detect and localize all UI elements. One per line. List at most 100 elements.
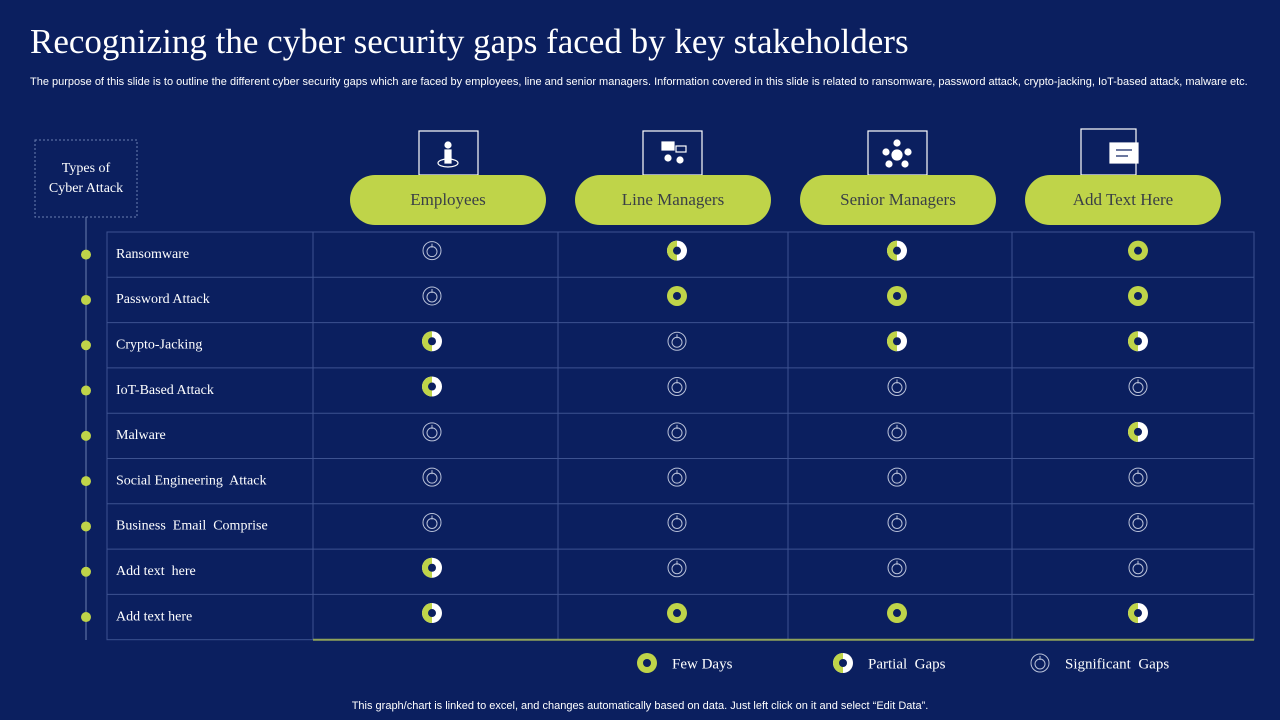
- icon-half: [1128, 331, 1138, 352]
- status-icon: [422, 557, 442, 578]
- icon-core: [671, 563, 683, 575]
- icon-core: [1132, 382, 1144, 394]
- icon-core: [428, 382, 436, 391]
- legend-label: Significant Gaps: [1065, 656, 1169, 672]
- status-icon: [887, 377, 907, 397]
- timeline-dot: [81, 521, 91, 532]
- corner-label-line: Cyber Attack: [49, 181, 123, 196]
- icon-ring: [1128, 558, 1148, 578]
- icon-ring: [887, 377, 907, 397]
- status-icon: [887, 285, 907, 306]
- icon-ring: [667, 422, 687, 442]
- icon-half: [422, 603, 432, 624]
- status-icon: [667, 558, 687, 578]
- column-pill: [350, 175, 546, 225]
- icon-core: [673, 609, 681, 618]
- status-icon: [887, 467, 907, 487]
- status-icon: [1128, 240, 1148, 261]
- icon-ring: [422, 286, 442, 306]
- status-icon: [422, 286, 442, 306]
- status-icon: [887, 422, 907, 442]
- status-icon: [1128, 467, 1148, 487]
- title: Recognizing the cyber security gaps face…: [30, 22, 909, 61]
- status-icon: [1128, 512, 1148, 532]
- status-icon: [887, 512, 907, 532]
- icon-half: [833, 653, 843, 673]
- row-label: Add text here: [116, 609, 192, 624]
- icon-core: [1132, 563, 1144, 575]
- status-icon: [637, 653, 657, 673]
- icon-core: [891, 563, 903, 575]
- icon-ring: [422, 422, 442, 442]
- status-icon: [1128, 603, 1148, 624]
- icon-half: [1128, 603, 1138, 624]
- icon-ring: [667, 377, 687, 397]
- icon-core: [673, 246, 681, 255]
- status-icon: [1128, 331, 1148, 352]
- icon-ring: [667, 558, 687, 578]
- status-icon: [422, 331, 442, 352]
- icon-half: [422, 376, 432, 397]
- status-icon: [667, 331, 687, 351]
- icon-ring: [1128, 377, 1148, 397]
- timeline-dot: [81, 385, 91, 396]
- row-label: Add text here: [116, 564, 196, 579]
- icon-ring: [667, 512, 687, 532]
- status-icon: [887, 603, 907, 624]
- icon-ring: [667, 467, 687, 487]
- icon-core: [1034, 658, 1046, 670]
- row-label: Ransomware: [116, 247, 189, 262]
- icon-core: [891, 427, 903, 439]
- icon-core: [426, 246, 438, 258]
- timeline-dot: [81, 430, 91, 441]
- column-header: Line Managers: [622, 190, 724, 209]
- icon-core: [643, 659, 651, 667]
- status-icon: [1030, 653, 1050, 673]
- icon-ring: [1030, 653, 1050, 673]
- icon-core: [426, 517, 438, 529]
- icon-core: [671, 336, 683, 348]
- status-icon: [1128, 377, 1148, 397]
- icon-core: [428, 609, 436, 618]
- icon-half: [422, 557, 432, 578]
- icon-core: [671, 517, 683, 529]
- icon-core: [1134, 291, 1142, 300]
- icon-ring: [887, 467, 907, 487]
- column-pill: [1025, 175, 1221, 225]
- row-label: Password Attack: [116, 292, 210, 307]
- row-label: Business Email Comprise: [116, 519, 268, 534]
- icon-core: [891, 382, 903, 394]
- legend-label: Few Days: [672, 656, 733, 672]
- icon-ring: [422, 512, 442, 532]
- status-icon: [422, 512, 442, 532]
- icon-half: [422, 331, 432, 352]
- icon-core: [1132, 472, 1144, 484]
- footer: This graph/chart is linked to excel, and…: [351, 700, 929, 712]
- status-icon: [833, 653, 853, 673]
- icon-ring: [1128, 467, 1148, 487]
- timeline-dot: [81, 566, 91, 577]
- icon-core: [671, 427, 683, 439]
- column-pill: [575, 175, 771, 225]
- corner-box: [34, 139, 138, 218]
- icon-ring: [887, 558, 907, 578]
- status-icon: [667, 377, 687, 397]
- icon-ring: [422, 467, 442, 487]
- icon-core: [893, 246, 901, 255]
- icon-half: [887, 240, 897, 261]
- icon-core: [1134, 337, 1142, 346]
- status-icon: [887, 558, 907, 578]
- icon-half: [1128, 421, 1138, 442]
- corner-label: Types of Cyber Attack: [49, 161, 123, 196]
- timeline-dot: [81, 340, 91, 351]
- status-icon: [667, 285, 687, 306]
- icon-core: [1132, 517, 1144, 529]
- icon-ring: [887, 422, 907, 442]
- status-icon: [422, 422, 442, 442]
- status-icon: [1128, 421, 1148, 442]
- icon-half: [887, 331, 897, 352]
- icon-core: [426, 472, 438, 484]
- corner-label-line: Types of: [62, 161, 111, 176]
- status-icon: [667, 512, 687, 532]
